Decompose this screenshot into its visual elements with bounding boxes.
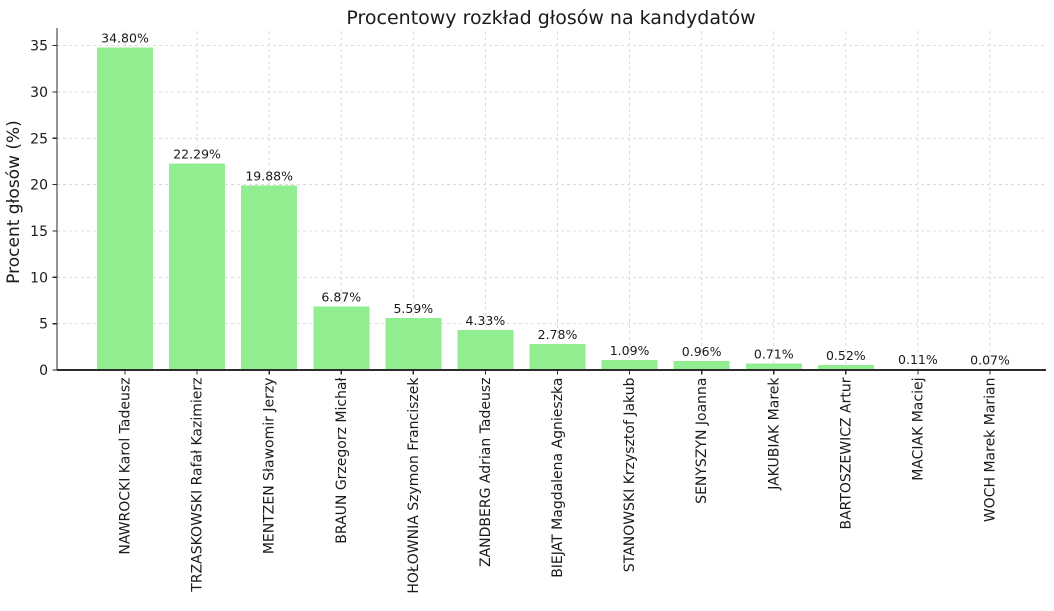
bar-value-label: 5.59% [393,301,433,316]
x-tick-label: JAKUBIAK Marek [766,377,782,491]
bar-value-label: 34.80% [101,30,149,45]
bar-value-label: 0.96% [682,344,722,359]
value-labels-layer: 34.80% 22.29% 19.88% 6.87% 5.59% 4.33% 2.78% 1.… [101,30,1010,367]
x-tick-label: SENYSZYN Joanna [694,378,710,504]
x-tick-label: WOCH Marek Marian [983,378,999,523]
x-tick-label: ZANDBERG Adrian Tadeusz [478,377,494,567]
bar [601,359,658,370]
y-tick-label: 10 [30,270,48,286]
y-tick-label: 5 [39,317,48,333]
bar-value-label: 1.09% [610,343,650,358]
axes-layer [52,28,1046,375]
bar-value-label: 6.87% [321,289,361,304]
x-tick-label: BIEJAT Magdalena Agnieszka [550,378,566,578]
bar-value-label: 0.07% [970,352,1010,367]
bar-value-label: 22.29% [173,146,221,161]
x-tick-label: STANOWSKI Krzysztof Jakub [622,377,638,572]
bar [529,344,586,370]
bar [673,361,730,370]
bar [97,47,153,371]
bar [457,329,514,370]
bar-value-label: 4.33% [466,313,506,328]
bar [313,306,370,370]
bar-value-label: 2.78% [538,327,578,342]
chart-title: Procentowy rozkład głosów na kandydatów [346,7,755,29]
x-tick-label: MACIAK Maciej [910,378,926,481]
bar-value-label: 0.71% [754,346,794,361]
x-tick-label: TRZASKOWSKI Rafał Kazimierz [190,378,206,593]
y-tick-label: 20 [30,178,48,194]
x-tick-label: NAWROCKI Karol Tadeusz [118,378,134,555]
bar [385,318,442,370]
y-tick-label: 25 [30,131,48,147]
bar-value-label: 19.88% [245,169,293,184]
y-tick-label: 0 [39,363,48,379]
y-tick-label: 15 [30,224,48,240]
x-tick-label: BARTOSZEWICZ Artur [838,377,854,529]
bar-value-label: 0.52% [826,348,866,363]
bar [817,365,874,370]
bars-layer [97,47,1018,371]
bar [169,163,226,370]
x-tick-label: BRAUN Grzegorz Michał [334,377,350,543]
y-axis-label: Procent głosów (%) [4,120,24,284]
bar-value-label: 0.11% [898,352,938,367]
y-tick-label: 30 [30,85,48,101]
bar [241,185,298,370]
x-tick-label: HOŁOWNIA Szymon Franciszek [406,377,422,594]
tick-labels-layer: 0 5 10 15 20 25 30 35 NAWROCKI Karol Tadeusz TRZA… [30,39,998,594]
x-tick-label: MENTZEN Sławomir Jerzy [262,378,278,555]
y-tick-label: 35 [30,39,48,55]
bar [745,363,802,370]
